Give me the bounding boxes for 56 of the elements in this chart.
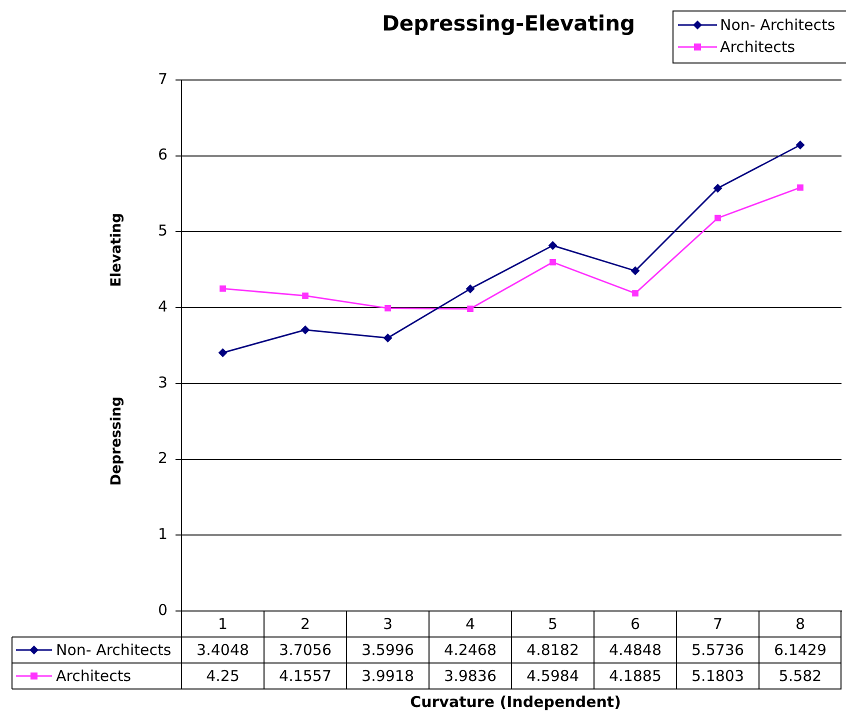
- data-label: 4.1885: [609, 666, 662, 685]
- point: [218, 348, 228, 358]
- x-tick-label: 6: [630, 614, 640, 633]
- data-label: 5.5736: [692, 640, 744, 659]
- data-label: 6.1429: [774, 640, 827, 659]
- point: [630, 266, 640, 276]
- data-label: 4.5984: [526, 666, 580, 685]
- data-label: 4.4848: [609, 640, 662, 659]
- chart-title: Depressing-Elevating: [382, 11, 636, 36]
- data-label: 5.1803: [692, 666, 744, 685]
- point: [302, 292, 308, 299]
- data-label: 3.7056: [279, 640, 332, 659]
- legend-label: Architects: [720, 38, 796, 56]
- point: [467, 306, 474, 312]
- point: [797, 184, 804, 191]
- point: [220, 285, 226, 292]
- point: [550, 258, 556, 266]
- data-label: 4.2468: [444, 640, 497, 659]
- y-tick-label: 3: [158, 373, 168, 392]
- legend-label: Non- Architects: [720, 16, 836, 34]
- data-label: 3.9836: [444, 666, 497, 685]
- data-label: 3.9918: [362, 666, 414, 685]
- data-label: 3.5996: [362, 640, 414, 659]
- text: Non- Architects: [56, 640, 172, 659]
- y-tick-label: 5: [158, 222, 168, 240]
- x-tick-label: 8: [795, 614, 806, 633]
- point: [632, 290, 638, 296]
- data-label: 3.4048: [196, 640, 250, 659]
- x-tick-label: 7: [712, 614, 723, 633]
- y-tick-label: 6: [158, 146, 168, 164]
- x-tick-label: 5: [548, 614, 558, 633]
- x-tick-label: 4: [466, 614, 476, 633]
- data-label: 4.1557: [279, 666, 332, 685]
- point: [548, 241, 558, 250]
- point: [384, 305, 391, 312]
- x-tick-label: 3: [383, 614, 393, 633]
- text: Depressing: [108, 396, 125, 486]
- y-tick-label: 0: [158, 600, 168, 619]
- point: [714, 214, 721, 222]
- text: Architects: [56, 666, 132, 685]
- point: [300, 325, 310, 334]
- x-axis-title: Curvature (Independent): [410, 692, 621, 711]
- y-tick-label: 1: [158, 525, 168, 544]
- point: [796, 140, 805, 150]
- y-tick-label: 4: [158, 297, 168, 316]
- x-tick-label: 2: [300, 614, 310, 633]
- point: [383, 333, 392, 342]
- point: [713, 184, 722, 193]
- y-tick-label: 2: [158, 449, 168, 468]
- x-tick-label: 1: [218, 614, 228, 633]
- data-label: 5.582: [778, 666, 822, 685]
- text: Elevating: [108, 212, 125, 287]
- point: [466, 284, 475, 294]
- data-label: 4.8182: [526, 640, 580, 659]
- y-tick-label: 7: [158, 70, 168, 88]
- data-label: 4.25: [206, 666, 240, 685]
